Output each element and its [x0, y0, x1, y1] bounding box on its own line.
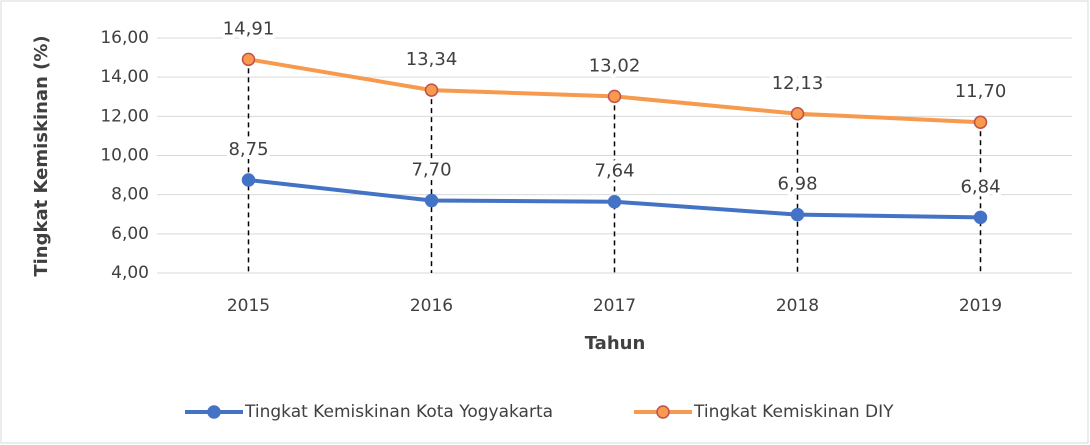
point — [241, 52, 256, 67]
legend-label: Tingkat Kemiskinan Kota Yogyakarta — [244, 402, 553, 422]
y-tick-label: 16,00 — [100, 28, 149, 48]
y-tick-label: 12,00 — [100, 106, 149, 126]
point — [241, 173, 256, 187]
value-label: 13,02 — [589, 55, 641, 76]
point — [790, 207, 805, 222]
x-tick-label: 2017 — [593, 296, 636, 316]
point — [607, 194, 622, 209]
y-axis-title: Tingkat Kemiskinan (%) — [31, 35, 52, 276]
y-tick-label: 4,00 — [111, 263, 149, 283]
x-axis-title: Tahun — [585, 333, 646, 354]
legend-marker — [207, 405, 221, 419]
x-tick-label: 2019 — [959, 296, 1002, 316]
point — [973, 210, 988, 225]
point — [607, 89, 622, 104]
value-label: 12,13 — [772, 73, 824, 94]
y-tick-label: 6,00 — [111, 224, 149, 244]
point — [424, 193, 439, 208]
x-tick-label: 2016 — [410, 296, 453, 316]
point — [424, 83, 439, 97]
legend-label: Tingkat Kemiskinan DIY — [693, 402, 894, 422]
value-label: 7,70 — [411, 160, 451, 181]
legend-marker — [656, 405, 670, 419]
x-tick-label: 2018 — [776, 296, 819, 316]
value-label: 6,98 — [777, 174, 817, 195]
y-tick-label: 8,00 — [111, 185, 149, 205]
value-label: 11,70 — [955, 81, 1007, 102]
value-label: 7,64 — [594, 161, 634, 182]
y-tick-label: 10,00 — [100, 146, 149, 166]
point — [973, 115, 988, 129]
y-tick-label: 14,00 — [100, 67, 149, 87]
point — [790, 107, 805, 121]
value-label: 13,34 — [406, 49, 458, 70]
value-label: 14,91 — [223, 18, 275, 39]
value-label: 6,84 — [960, 176, 1000, 197]
value-label: 8,75 — [228, 139, 268, 160]
x-tick-label: 2015 — [227, 296, 270, 316]
